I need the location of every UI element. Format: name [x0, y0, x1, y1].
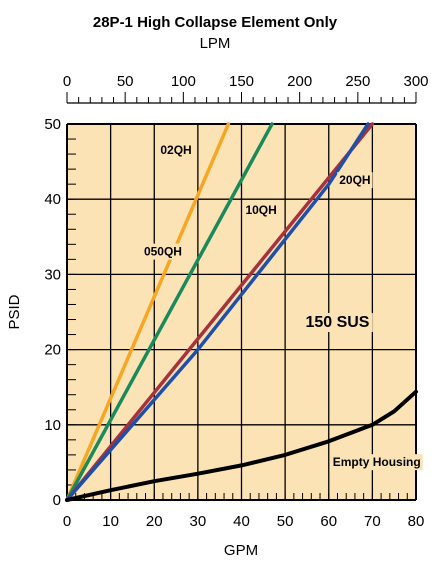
y-tick-label: 50 — [44, 116, 61, 133]
x-tick-label: 50 — [277, 513, 294, 530]
x-secondary-tick-label: 200 — [287, 73, 312, 90]
y-tick-label: 40 — [44, 191, 61, 208]
x-tick-label: 70 — [364, 513, 381, 530]
x-tick-label: 0 — [63, 513, 71, 530]
x-tick-label: 80 — [408, 513, 425, 530]
x-tick-label: 10 — [102, 513, 119, 530]
series-line-050qh — [65, 122, 274, 502]
series-label-background — [243, 202, 279, 219]
y-tick-label: 10 — [44, 417, 61, 434]
annotation-background — [302, 313, 373, 333]
series-line-10qh — [65, 122, 375, 502]
chart-subtitle: LPM — [200, 35, 231, 52]
series-labels: 02QH 050QH 10QH 20QH Empty Housing — [141, 142, 423, 471]
series-label-02qh: 02QH — [160, 143, 191, 157]
series-label-empty-housing: Empty Housing — [333, 455, 421, 469]
x-tick-label: 60 — [320, 513, 337, 530]
y-axis-label: PSID — [6, 294, 23, 329]
x-tick-labels: 0 10 20 30 40 50 60 70 80 — [63, 513, 425, 530]
y-tick-label: 30 — [44, 266, 61, 283]
series-label-10qh: 10QH — [245, 203, 276, 217]
series-label-background — [158, 142, 194, 159]
series-lines — [65, 122, 418, 502]
x-tick-label: 40 — [233, 513, 250, 530]
viscosity-annotation: 150 SUS — [305, 314, 369, 331]
series-line-02qh — [65, 122, 231, 502]
x-secondary-tick-label: 250 — [345, 73, 370, 90]
x-secondary-tick-labels: 0 50 100 150 200 250 300 — [63, 73, 429, 90]
y-tick-label: 20 — [44, 342, 61, 359]
x-secondary-tick-label: 50 — [117, 73, 134, 90]
chart-title: 28P-1 High Collapse Element Only — [93, 14, 338, 31]
series-line-20qh — [65, 122, 370, 502]
y-tick-labels: 0 10 20 30 40 50 — [44, 116, 61, 509]
x-secondary-tick-label: 0 — [63, 73, 71, 90]
x-tick-label: 20 — [146, 513, 163, 530]
series-label-background — [337, 172, 373, 189]
x-tick-label: 30 — [190, 513, 207, 530]
series-label-background — [330, 454, 423, 471]
y-tick-label: 0 — [53, 492, 61, 509]
series-label-050qh: 050QH — [144, 245, 182, 259]
x-secondary-tick-label: 150 — [229, 73, 254, 90]
x-axis-label: GPM — [224, 542, 258, 559]
x-secondary-tick-label: 100 — [171, 73, 196, 90]
series-line-empty-housing — [65, 389, 418, 502]
series-label-background — [141, 243, 184, 260]
x-secondary-tick-label: 300 — [403, 73, 428, 90]
series-label-20qh: 20QH — [339, 173, 370, 187]
